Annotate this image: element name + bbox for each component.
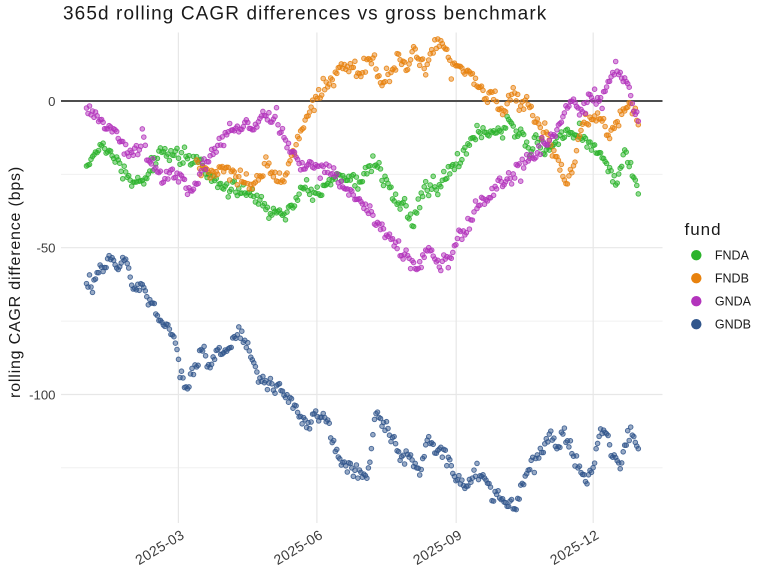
svg-text:rolling CAGR difference (bps): rolling CAGR difference (bps) xyxy=(7,166,24,398)
svg-text:-100: -100 xyxy=(29,388,55,403)
svg-text:0: 0 xyxy=(48,94,55,109)
svg-text:FNDB: FNDB xyxy=(715,272,749,286)
svg-text:GNDA: GNDA xyxy=(715,295,752,309)
svg-text:fund: fund xyxy=(685,220,722,239)
svg-text:FNDA: FNDA xyxy=(715,249,750,263)
svg-text:365d rolling CAGR differences: 365d rolling CAGR differences vs gross b… xyxy=(63,4,547,25)
svg-text:GNDB: GNDB xyxy=(715,318,751,332)
svg-text:-50: -50 xyxy=(36,241,55,256)
